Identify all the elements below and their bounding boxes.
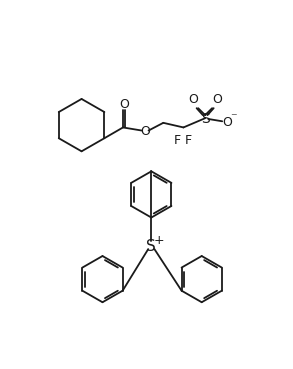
- Text: O: O: [141, 125, 150, 138]
- Text: +: +: [154, 234, 164, 247]
- Text: F: F: [185, 134, 192, 147]
- Text: O: O: [189, 93, 198, 106]
- Text: O: O: [119, 98, 129, 111]
- Text: S: S: [201, 112, 209, 126]
- Text: O: O: [223, 115, 233, 128]
- Text: O: O: [212, 93, 222, 106]
- Text: F: F: [174, 134, 181, 147]
- Text: S: S: [146, 238, 156, 254]
- Text: ⁻: ⁻: [231, 111, 237, 124]
